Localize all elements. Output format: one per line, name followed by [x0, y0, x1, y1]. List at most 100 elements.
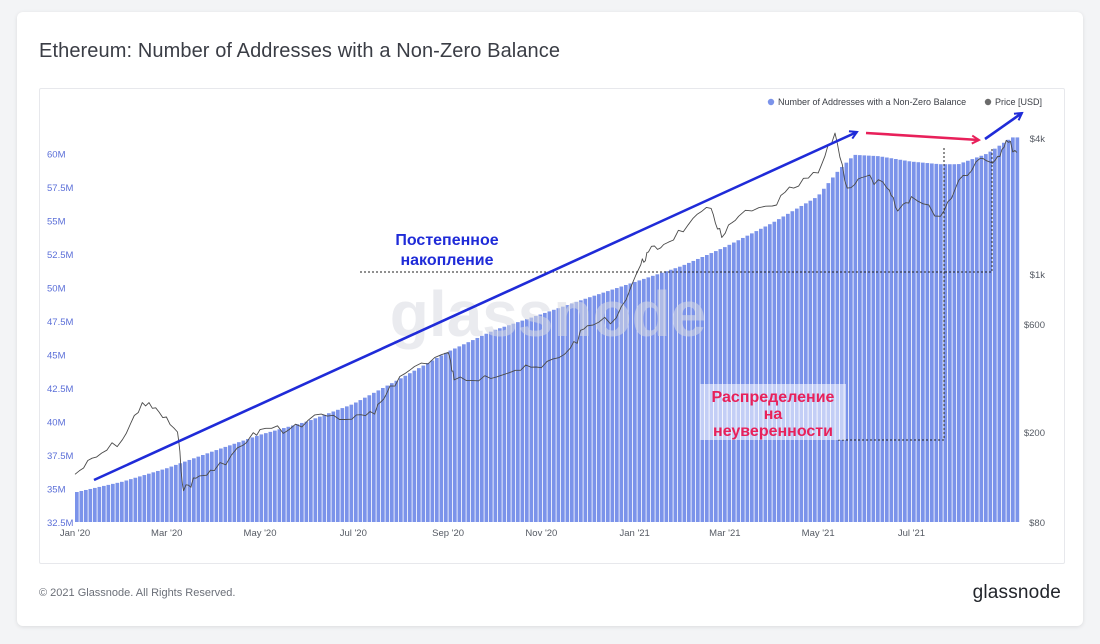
- address-bar: [606, 291, 610, 522]
- address-bar: [79, 490, 84, 522]
- recovery-arrow: [984, 113, 1022, 141]
- address-bar: [867, 155, 871, 522]
- address-bar: [520, 320, 525, 522]
- address-bar: [741, 237, 745, 522]
- y-right-tick-label: $200: [1024, 428, 1045, 439]
- address-bar: [943, 164, 948, 522]
- address-bar: [979, 155, 984, 522]
- address-bar: [156, 470, 160, 522]
- annotation-distribution-bg: [700, 384, 846, 440]
- address-bar: [664, 271, 669, 522]
- address-bar: [588, 297, 592, 522]
- address-bar: [502, 326, 507, 522]
- y-left-tick-label: 60M: [47, 150, 66, 161]
- y-left-tick-label: 32.5M: [47, 518, 73, 529]
- address-bar: [399, 378, 403, 522]
- address-bar: [678, 266, 682, 522]
- address-bar: [921, 162, 925, 522]
- address-bar: [462, 344, 466, 522]
- address-bar: [736, 240, 741, 523]
- brand-logo[interactable]: glassnode: [972, 582, 1061, 603]
- address-bar: [831, 177, 835, 523]
- address-bar: [826, 183, 831, 522]
- address-bar: [327, 413, 331, 522]
- address-bar: [511, 323, 516, 522]
- address-bar: [313, 418, 318, 522]
- address-bar: [687, 262, 691, 522]
- address-bar: [754, 231, 759, 522]
- address-bar: [178, 463, 183, 522]
- address-bar: [264, 433, 268, 522]
- address-bar: [372, 392, 376, 522]
- address-bar: [439, 355, 444, 522]
- address-bar: [169, 466, 174, 522]
- y-right-tick-label: $80: [1029, 518, 1045, 529]
- address-bar: [75, 492, 79, 522]
- address-bar: [822, 188, 826, 522]
- address-bar: [565, 305, 570, 522]
- address-bar: [975, 157, 979, 522]
- address-bar: [808, 200, 813, 522]
- address-bar: [835, 171, 840, 522]
- address-bar: [790, 211, 795, 522]
- address-bar: [282, 428, 286, 522]
- address-bar: [457, 346, 462, 522]
- address-bar: [349, 404, 354, 522]
- x-tick-label: Jan '20: [60, 528, 90, 539]
- address-bar: [880, 156, 885, 522]
- address-bar: [367, 395, 372, 522]
- address-bar: [988, 151, 993, 522]
- address-bar: [417, 368, 421, 522]
- address-bar: [214, 450, 219, 522]
- y-left-tick-label: 47.5M: [47, 317, 73, 328]
- address-bar: [111, 483, 115, 522]
- address-bar: [223, 446, 228, 522]
- address-bar: [453, 348, 457, 522]
- legend-swatch-price: [984, 98, 992, 106]
- legend-label-price: Price [USD]: [995, 97, 1042, 107]
- legend-label-addresses: Number of Addresses with a Non-Zero Bala…: [778, 97, 966, 107]
- address-bar: [403, 375, 408, 522]
- address-bar: [624, 284, 628, 522]
- address-bar: [219, 448, 223, 522]
- address-bar: [340, 408, 345, 522]
- annotation-accumulation-line2: накопление: [400, 252, 493, 269]
- address-bar: [925, 163, 930, 523]
- address-bar: [817, 194, 822, 522]
- address-bar: [777, 219, 781, 523]
- address-bar: [601, 292, 606, 522]
- address-bar: [88, 488, 93, 522]
- address-bar: [732, 242, 736, 522]
- y-left-tick-label: 35M: [47, 485, 66, 496]
- address-bar: [876, 156, 880, 522]
- x-tick-label: May '20: [244, 528, 277, 539]
- address-bar: [930, 163, 934, 522]
- address-bar: [552, 309, 556, 522]
- address-bar: [412, 370, 417, 522]
- address-bar: [894, 159, 898, 522]
- address-bar: [813, 198, 817, 522]
- address-bar: [295, 424, 300, 522]
- y-left-tick-label: 55M: [47, 217, 66, 228]
- address-bar: [786, 213, 790, 522]
- address-bar: [241, 440, 246, 522]
- y-left-tick-label: 52.5M: [47, 250, 73, 261]
- address-bar: [570, 303, 574, 522]
- legend-swatch-addresses: [767, 98, 775, 106]
- address-bar: [597, 294, 601, 522]
- address-bar: [529, 317, 534, 522]
- address-bar: [421, 365, 426, 522]
- y-left-tick-label: 37.5M: [47, 451, 73, 462]
- address-bar: [493, 329, 498, 522]
- address-bar: [619, 286, 624, 522]
- address-bar: [138, 476, 142, 522]
- address-bar: [858, 155, 862, 522]
- x-tick-label: Sep '20: [432, 528, 464, 539]
- address-bar: [912, 161, 916, 523]
- address-bar: [147, 473, 151, 522]
- x-tick-label: Nov '20: [525, 528, 557, 539]
- address-bar: [538, 314, 543, 522]
- address-bar: [628, 283, 633, 522]
- address-bar: [885, 157, 889, 522]
- address-bar: [183, 461, 187, 522]
